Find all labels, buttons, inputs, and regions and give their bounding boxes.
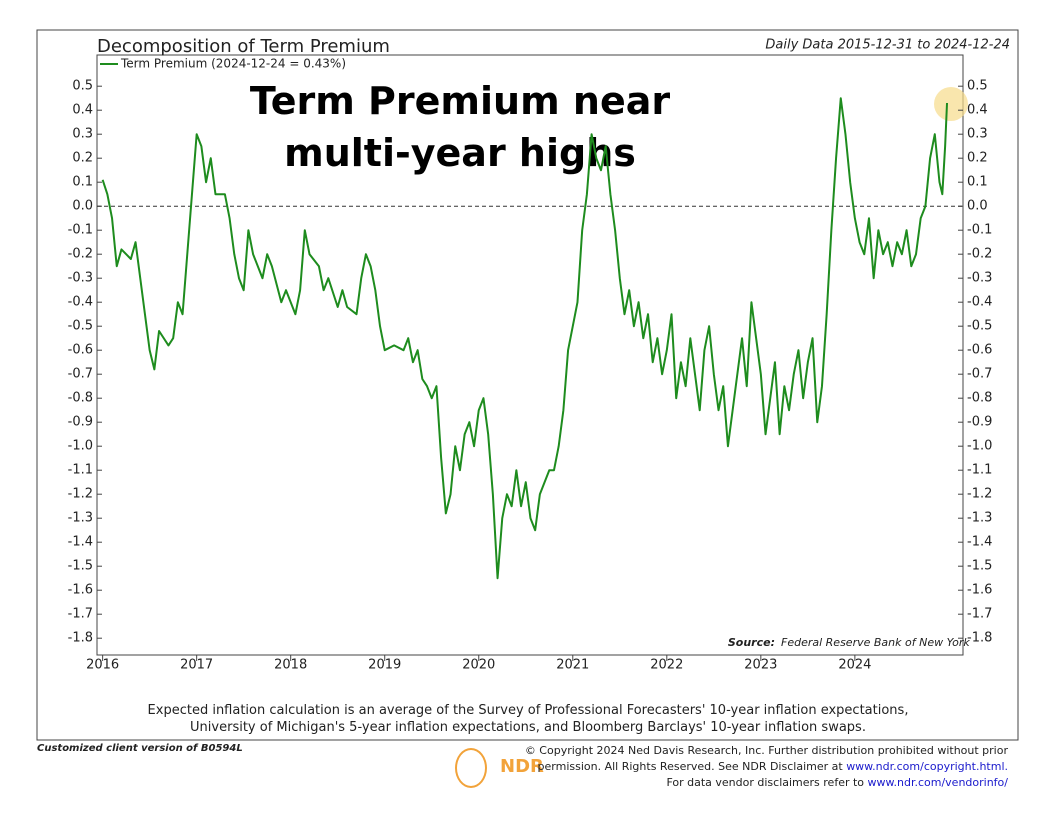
y2-tick-label: -1.1 xyxy=(967,463,992,478)
y-tick-label: -0.2 xyxy=(68,247,93,262)
y-tick-label: -1.2 xyxy=(68,487,93,502)
frame xyxy=(36,29,1019,741)
y2-tick-label: -0.3 xyxy=(967,271,992,286)
y-tick-label: -0.1 xyxy=(68,223,93,238)
y2-tick-label: -1.7 xyxy=(967,607,992,622)
y2-tick-label: -0.7 xyxy=(967,367,992,382)
y-tick-label: -0.8 xyxy=(68,391,93,406)
y2-tick-label: -0.1 xyxy=(967,223,992,238)
y2-tick-label: -1.5 xyxy=(967,559,992,574)
y-tick-label: 0.2 xyxy=(72,151,93,166)
legend-label: Term Premium (2024-12-24 = 0.43%) xyxy=(120,57,346,71)
y2-tick-label: -1.8 xyxy=(967,631,992,646)
x-tick-label: 2024 xyxy=(838,658,871,673)
source: Federal Reserve Bank of New York xyxy=(781,636,970,649)
y-tick-label: -0.9 xyxy=(68,415,93,430)
note-line: University of Michigan's 5-year inflatio… xyxy=(190,720,866,735)
y-tick-label: -1.6 xyxy=(68,583,93,598)
y-tick-label: -0.4 xyxy=(68,295,93,310)
series-line xyxy=(101,97,949,580)
y-tick-label: -1.4 xyxy=(68,535,93,550)
x-tick-label: 2020 xyxy=(462,658,495,673)
y2-tick-label: 0.2 xyxy=(967,151,988,166)
y2-tick-label: -1.2 xyxy=(967,487,992,502)
vendor: For data vendor disclaimers refer to xyxy=(666,776,868,789)
y-tick-label: -0.6 xyxy=(68,343,93,358)
link[interactable]: www.ndr.com/copyright.html. xyxy=(846,760,1008,773)
y2-tick-label: -1.0 xyxy=(967,439,992,454)
copyright-line: © Copyright 2024 Ned Davis Research, Inc… xyxy=(524,744,1008,757)
annotation-box: Term Premium near multi-year highs xyxy=(249,79,671,175)
y-tick-label: -0.3 xyxy=(68,271,93,286)
y-tick-label: 0.0 xyxy=(72,199,93,214)
y-tick-label: -1.8 xyxy=(68,631,93,646)
y2-tick-label: -0.4 xyxy=(967,295,992,310)
x-tick-label: 2019 xyxy=(368,658,401,673)
y-tick-label: 0.4 xyxy=(72,103,93,118)
y2-tick-label: -0.9 xyxy=(967,415,992,430)
highlight xyxy=(934,87,968,121)
y-tick-label: -1.1 xyxy=(68,463,93,478)
y-tick-label: -1.3 xyxy=(68,511,93,526)
y-tick-label: -1.7 xyxy=(68,607,93,622)
rights: permission. All Rights Reserved. See NDR… xyxy=(537,760,847,773)
y-tick-label: 0.5 xyxy=(72,79,93,94)
y2-tick-label: 0.4 xyxy=(967,103,988,118)
x-tick-label: 2017 xyxy=(180,658,213,673)
y2-tick-label: -0.5 xyxy=(967,319,992,334)
y-tick-label: -0.5 xyxy=(68,319,93,334)
copyright: © Copyright 2024 Ned Davis Research, Inc… xyxy=(525,743,1008,791)
client: Customized client version of B0594L xyxy=(37,743,243,754)
y2-tick-label: 0.3 xyxy=(967,127,988,142)
y-tick-label: 0.3 xyxy=(72,127,93,142)
x-tick-label: 2021 xyxy=(556,658,589,673)
subtitle: Daily Data 2015-12-31 to 2024-12-24 xyxy=(765,38,1010,53)
y2-tick-label: -1.4 xyxy=(967,535,992,550)
y-tick-label: -1.0 xyxy=(68,439,93,454)
link[interactable]: www.ndr.com/vendorinfo/ xyxy=(867,776,1008,789)
y-tick-label: -1.5 xyxy=(68,559,93,574)
annotation: Term Premium near multi-year highs xyxy=(249,79,671,175)
note-line: Expected inflation calculation is an ave… xyxy=(147,703,909,718)
copyright-line: permission. All Rights Reserved. See NDR… xyxy=(525,759,1008,775)
note: Expected inflation calculation is an ave… xyxy=(0,702,1056,736)
chart-title: Decomposition of Term Premium xyxy=(97,36,390,57)
copyright-line: For data vendor disclaimers refer to www… xyxy=(525,775,1008,791)
plot-frame xyxy=(96,54,964,656)
x-tick-label: 2018 xyxy=(274,658,307,673)
x-tick-label: 2016 xyxy=(86,658,119,673)
y2-tick-label: 0.5 xyxy=(967,79,988,94)
y2-tick-label: -0.8 xyxy=(967,391,992,406)
y2-tick-label: 0.0 xyxy=(967,199,988,214)
logo-icon xyxy=(455,748,487,788)
y2-tick-label: -1.3 xyxy=(967,511,992,526)
x-tick-label: 2023 xyxy=(744,658,777,673)
source-label: Source: xyxy=(728,636,775,649)
y2-tick-label: 0.1 xyxy=(967,175,988,190)
y2-tick-label: -0.6 xyxy=(967,343,992,358)
y2-tick-label: -0.2 xyxy=(967,247,992,262)
y-tick-label: 0.1 xyxy=(72,175,93,190)
y-tick-label: -0.7 xyxy=(68,367,93,382)
y2-tick-label: -1.6 xyxy=(967,583,992,598)
logo: NDR xyxy=(500,756,544,777)
x-tick-label: 2022 xyxy=(650,658,683,673)
